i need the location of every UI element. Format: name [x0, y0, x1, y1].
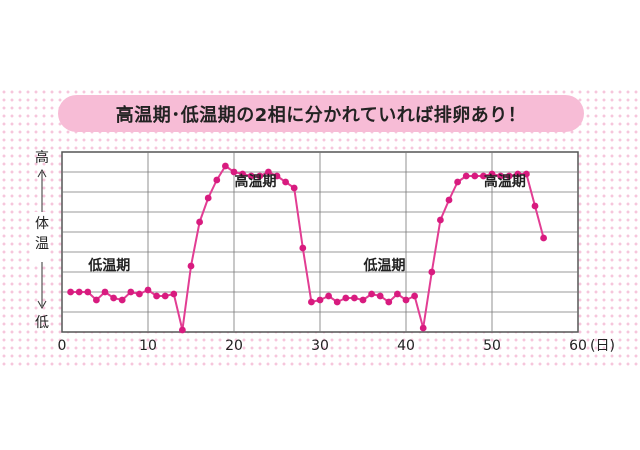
x-tick-label: 50 — [483, 338, 501, 354]
data-point — [290, 184, 298, 192]
data-point — [118, 296, 126, 304]
data-point — [376, 292, 384, 300]
series-body-temperature — [67, 162, 547, 334]
data-point — [230, 168, 238, 176]
data-point — [325, 292, 332, 300]
data-point — [523, 170, 530, 178]
data-point — [428, 268, 436, 276]
y-label-bg — [34, 212, 50, 262]
data-point — [471, 172, 479, 180]
data-point — [136, 290, 143, 298]
annotation-label: 低温期 — [363, 257, 406, 274]
data-point — [351, 294, 358, 302]
data-point — [480, 172, 487, 180]
chart-title: 高温期･低温期の2相に分かれていれば排卵あり！ — [58, 95, 584, 132]
data-point — [256, 172, 264, 180]
data-point — [402, 296, 410, 304]
data-point — [308, 298, 315, 306]
data-point — [411, 292, 418, 300]
data-point — [187, 262, 195, 270]
arrow-down-icon — [37, 300, 47, 310]
data-point — [540, 234, 547, 242]
data-point — [531, 202, 539, 210]
data-point — [316, 296, 324, 304]
y-low-label: 低 — [35, 315, 49, 331]
data-point — [273, 172, 281, 180]
data-point — [333, 298, 341, 306]
data-point — [239, 170, 247, 178]
y-high-label: 高 — [35, 149, 49, 166]
data-point — [213, 176, 221, 184]
data-point — [67, 288, 74, 296]
data-point — [93, 296, 100, 304]
annotation-label: 高温期 — [235, 173, 277, 190]
data-point — [196, 218, 204, 226]
data-point — [75, 288, 83, 296]
data-point — [204, 194, 212, 202]
data-point — [488, 170, 496, 178]
data-point — [161, 292, 169, 300]
data-point — [84, 288, 92, 296]
data-point — [385, 298, 393, 306]
data-point — [394, 290, 401, 298]
data-point — [445, 196, 453, 204]
data-point — [342, 294, 350, 302]
x-tick-label: 0 — [58, 338, 67, 354]
data-point — [282, 178, 289, 186]
data-point — [514, 170, 522, 178]
data-point — [299, 244, 307, 252]
data-point — [110, 294, 117, 302]
data-point — [222, 162, 229, 170]
data-point — [368, 290, 375, 298]
data-point — [247, 172, 255, 180]
data-point — [179, 326, 186, 334]
data-point — [265, 168, 272, 176]
data-point — [170, 290, 178, 298]
data-point — [497, 172, 504, 180]
y-axis: 高 低 体温 — [34, 149, 50, 331]
data-point — [419, 324, 427, 332]
data-point — [505, 172, 513, 180]
annotation-label: 高温期 — [484, 173, 526, 190]
data-point — [153, 292, 161, 300]
x-tick-label: 60 — [569, 338, 587, 354]
data-point — [127, 288, 135, 296]
data-point — [462, 172, 470, 180]
data-point — [454, 178, 461, 186]
y-axis-label: 体温 — [35, 216, 49, 252]
data-point — [359, 296, 367, 304]
x-tick-label: 20 — [225, 338, 243, 354]
x-axis: 0 10 20 30 40 50 60 (日) — [58, 338, 615, 354]
annotation-label: 低温期 — [87, 257, 130, 274]
x-tick-label: 40 — [397, 338, 415, 354]
data-point — [437, 216, 444, 224]
data-point — [101, 288, 109, 296]
arrow-up-icon — [37, 168, 47, 178]
x-tick-label: 10 — [139, 338, 157, 354]
x-unit-label: (日) — [590, 338, 615, 354]
x-tick-label: 30 — [311, 338, 329, 354]
data-point — [144, 286, 152, 294]
